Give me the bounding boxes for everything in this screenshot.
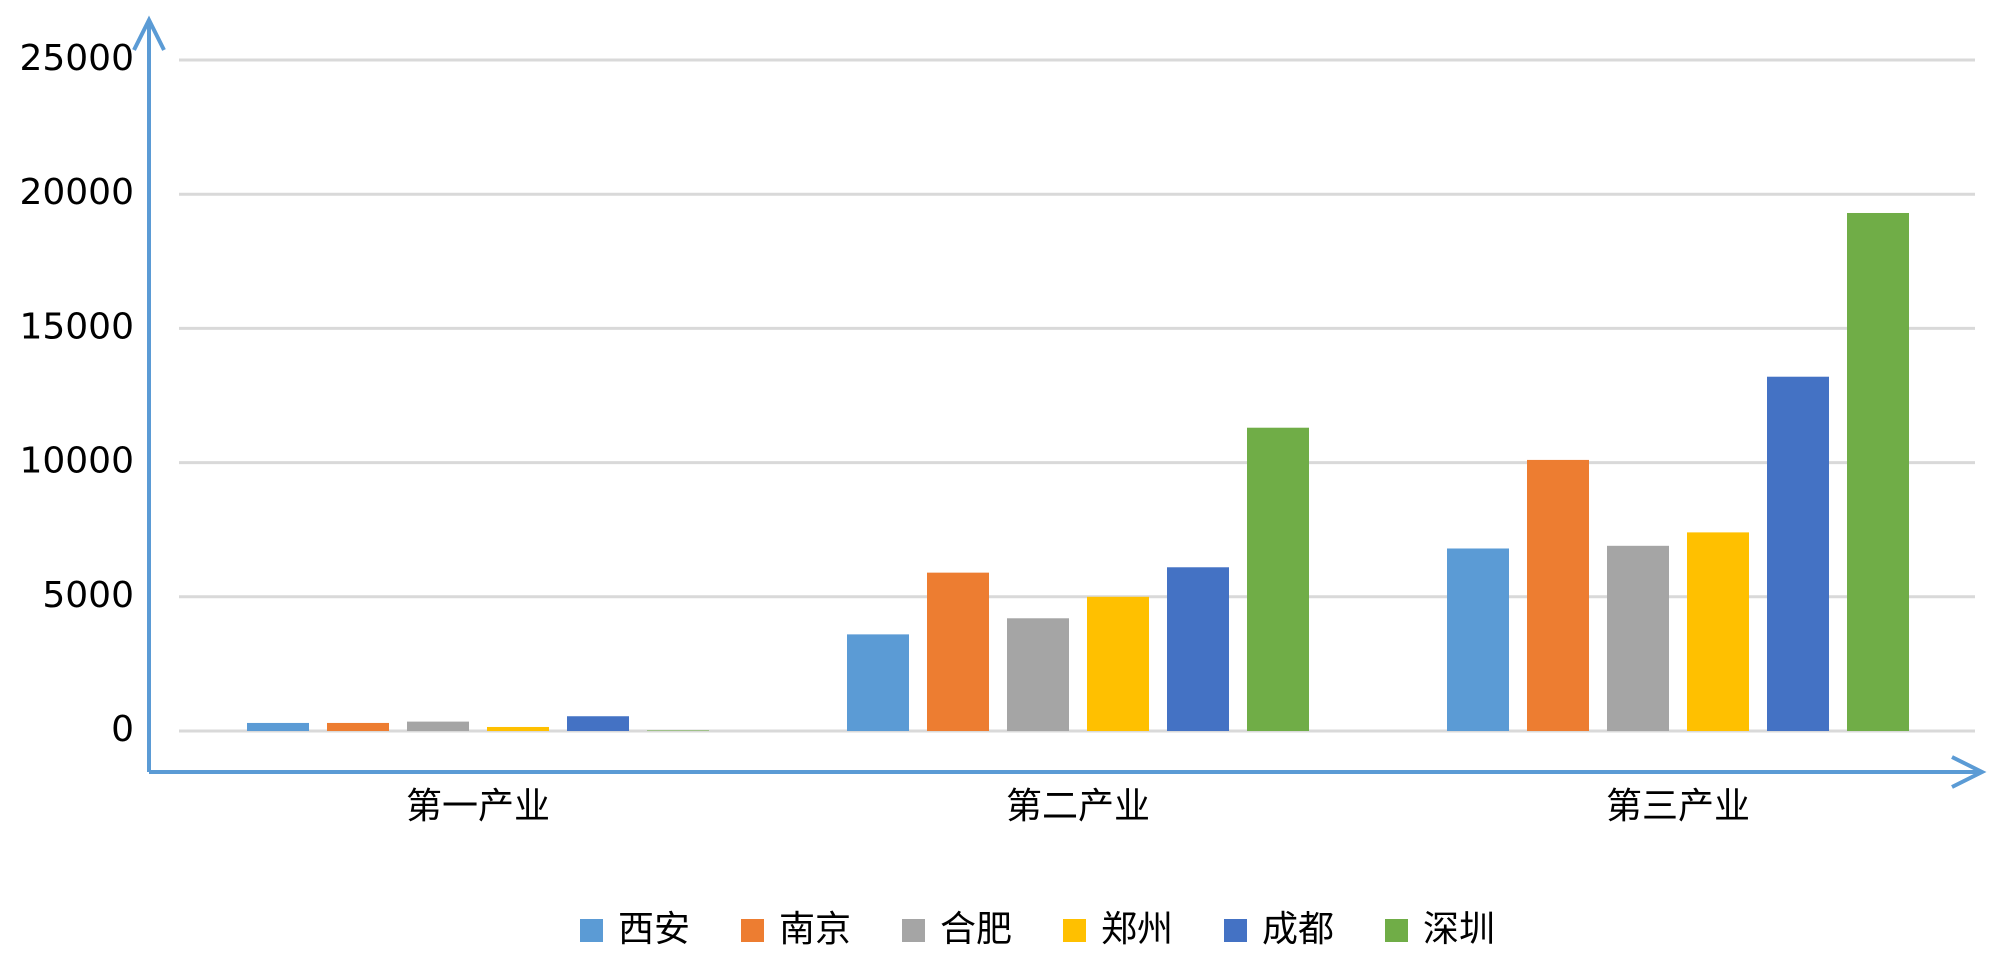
bar [927, 572, 989, 731]
x-tick-label: 第一产业 [406, 786, 550, 827]
bar [247, 722, 309, 731]
legend-label: 深圳 [1423, 909, 1495, 950]
bar [1167, 567, 1229, 731]
y-tick-label: 20000 [19, 172, 134, 213]
bar [847, 634, 909, 731]
bar [1007, 618, 1069, 731]
y-tick-label: 5000 [42, 575, 134, 616]
legend-swatch [741, 919, 764, 942]
legend-label: 郑州 [1101, 909, 1173, 950]
bar [1607, 545, 1669, 731]
legend-label: 合肥 [940, 909, 1012, 950]
legend-swatch [1224, 919, 1247, 942]
bar [487, 726, 549, 731]
legend-label: 成都 [1262, 909, 1334, 950]
bar [647, 730, 709, 731]
legend-swatch [1385, 919, 1408, 942]
y-tick-label: 0 [111, 709, 134, 750]
bars [247, 212, 1909, 731]
bar [1447, 548, 1509, 731]
bar [567, 716, 629, 731]
legend-swatch [902, 919, 925, 942]
x-tick-label: 第二产业 [1006, 786, 1150, 827]
bar [1247, 427, 1309, 731]
x-axis-arrow [1951, 755, 1987, 789]
legend-label: 西安 [618, 909, 690, 950]
y-tick-label: 25000 [19, 38, 134, 79]
axes [132, 15, 1987, 789]
x-tick-label: 第三产业 [1606, 786, 1750, 827]
y-tick-label: 15000 [19, 306, 134, 347]
bar [1767, 376, 1829, 731]
bar [1087, 596, 1149, 731]
legend-label: 南京 [779, 909, 851, 950]
legend-swatch [580, 919, 603, 942]
bar [1687, 532, 1749, 731]
bar [1847, 212, 1909, 731]
bar [407, 721, 469, 731]
y-axis-arrow [132, 15, 166, 51]
grid [179, 58, 1975, 733]
bar [1527, 459, 1589, 731]
legend-swatch [1063, 919, 1086, 942]
bar [327, 722, 389, 731]
y-tick-label: 10000 [19, 441, 134, 482]
